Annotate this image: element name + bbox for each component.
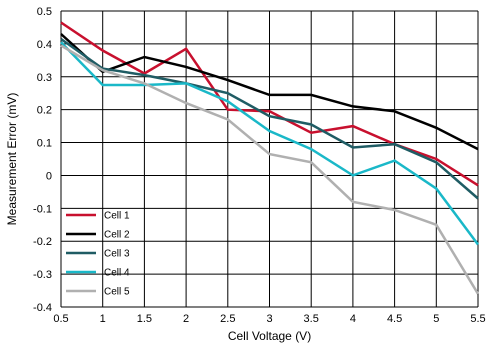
legend-label: Cell 4 [104, 268, 130, 279]
x-tick-label: 5.5 [470, 313, 485, 325]
y-tick-labels: 0.5 0.4 0.3 0.2 0.1 0 -0.1 -0.2 -0.3 -0.4 [33, 6, 52, 314]
legend: Cell 1 Cell 2 Cell 3 Cell 4 Cell 5 [66, 211, 130, 298]
x-tick-label: 3.5 [304, 313, 319, 325]
y-tick-label: -0.2 [33, 236, 52, 248]
y-tick-label: 0.5 [37, 6, 52, 18]
y-tick-label: 0.2 [37, 105, 52, 117]
x-tick-labels: 0.5 1 1.5 2 2.5 3 3.5 4 4.5 5 5.5 [53, 313, 485, 325]
legend-label: Cell 3 [104, 249, 130, 260]
y-axis-label: Measurement Error (mV) [5, 93, 19, 226]
series-group [60, 21, 480, 295]
series-line-cell-4 [60, 41, 480, 246]
y-tick-label: -0.3 [33, 269, 52, 281]
x-tick-label: 4 [350, 313, 356, 325]
x-tick-label: 5 [433, 313, 439, 325]
x-tick-label: 3 [266, 313, 272, 325]
y-tick-label: 0.3 [37, 72, 52, 84]
x-tick-label: 2 [183, 313, 189, 325]
legend-label: Cell 2 [104, 230, 130, 241]
series-line-cell-3 [60, 37, 479, 200]
x-tick-label: 1.5 [137, 313, 152, 325]
x-tick-label: 0.5 [53, 313, 68, 325]
legend-label: Cell 1 [104, 211, 130, 222]
y-tick-label: 0.1 [37, 138, 52, 150]
legend-label: Cell 5 [104, 287, 130, 298]
x-axis-label: Cell Voltage (V) [228, 329, 311, 343]
y-tick-label: 0 [46, 170, 52, 182]
x-tick-label: 1 [100, 313, 106, 325]
grid-lines [60, 10, 479, 308]
y-tick-label: 0.4 [37, 39, 52, 51]
series-line-cell-5 [60, 44, 480, 295]
x-tick-label: 2.5 [220, 313, 235, 325]
x-tick-label: 4.5 [387, 313, 402, 325]
y-tick-label: -0.4 [33, 302, 52, 314]
series-line-cell-2 [60, 33, 479, 151]
y-tick-label: -0.1 [33, 203, 52, 215]
